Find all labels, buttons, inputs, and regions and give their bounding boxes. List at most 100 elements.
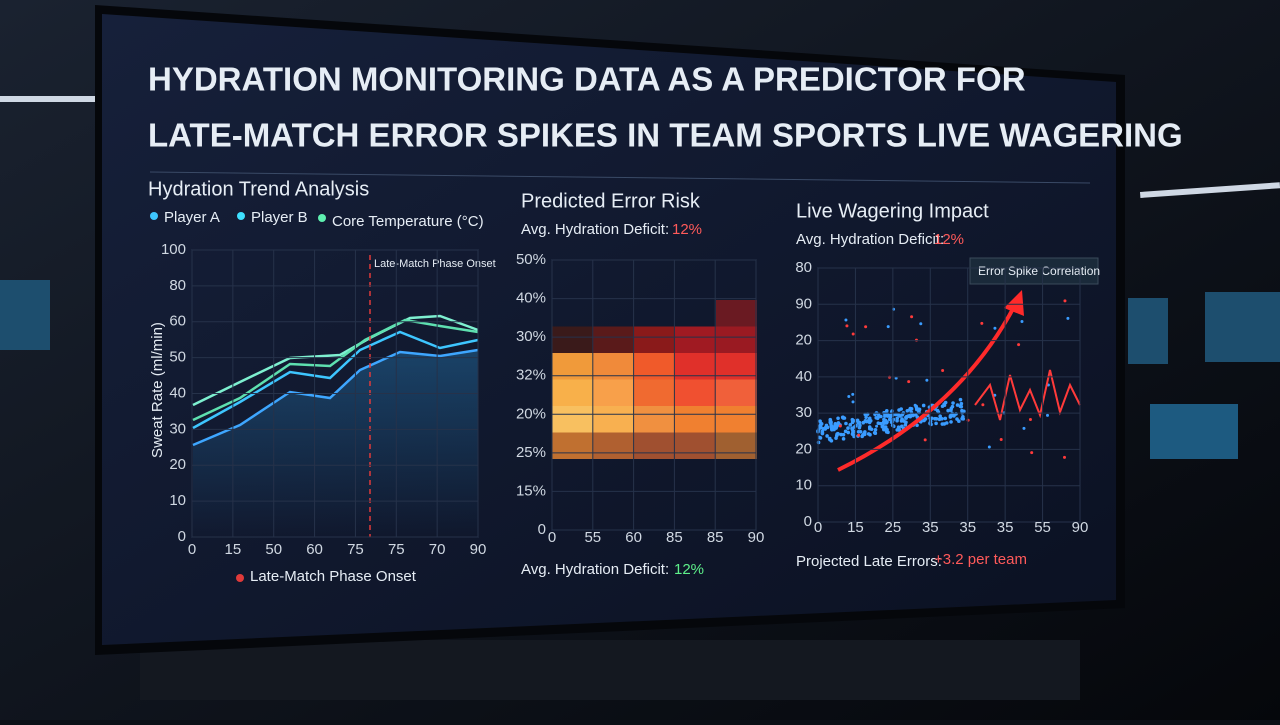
scatter-point [864,415,868,420]
axis-title: Sweat Rate (ml/min) [149,322,166,458]
divider [149,171,1091,184]
scatter-point [847,394,851,398]
scatter-point [880,424,885,429]
y-tick-label: 20 [795,440,812,457]
heat-cell [716,432,757,459]
background-monitor [1150,404,1238,459]
scatter-point [1028,418,1032,422]
scatter-point [922,418,926,423]
x-tick-label: 75 [347,541,364,558]
heat-cell [634,406,675,433]
x-tick-label: 15 [847,519,864,536]
background-monitor [1205,292,1280,362]
scatter-point [895,428,900,432]
heat-cell [593,326,634,353]
scatter-point [863,419,868,423]
scatter-point [848,423,853,427]
scatter-point [919,322,923,326]
scatter-point [845,324,849,328]
scatter-point [999,438,1003,442]
scatter-point [1063,299,1067,303]
scatter-point [934,421,938,426]
scatter-point [958,404,963,409]
scatter-point [825,434,829,438]
scatter-point [961,417,966,421]
y-tick-label: 100 [161,241,186,258]
scatter-point [900,424,904,429]
scatter-point [867,426,872,431]
heat-cell [593,432,634,459]
scatter-point [913,403,917,407]
y-tick-label: 0 [804,513,812,530]
ceiling-light [1140,182,1280,198]
x-tick-label: 35 [959,519,976,536]
scatter-point [866,419,870,423]
scatter-point [873,427,878,432]
footer-label: Avg. Hydration Deficit: [521,561,669,578]
scatter-point [895,418,899,423]
scatter-point [1062,455,1066,459]
line [192,330,479,430]
scatter-point [980,321,984,325]
ceiling-light [0,96,95,102]
scatter-point [851,400,855,404]
scatter-point [940,422,945,426]
scatter-point [885,427,889,432]
title: HYDRATION MONITORING DATA AS A PREDICTOR… [148,61,1026,98]
scatter-point [897,408,901,412]
scatter-point [949,420,953,424]
legend-dot [318,214,326,222]
annotation: Late-Match Phase Onset [374,258,496,270]
y-tick-label: 40% [516,290,546,307]
heat-cell [675,353,716,380]
scatter-point [958,397,963,402]
heat-cell [716,353,757,380]
y-tick-label: 15% [516,482,546,499]
scatter-point [820,430,825,435]
heat-cell [552,379,593,406]
heat-cell [675,326,716,353]
annotation: Error Spike Correlation [978,264,1100,278]
heat-cell [593,406,634,433]
scatter-point [1030,451,1034,455]
scatter-point [885,414,890,418]
scatter-point [955,417,959,421]
legend-entry: Player A [164,209,220,226]
scatter-point [884,408,889,413]
y-tick-label: 20 [795,332,812,349]
x-tick-label: 0 [548,529,556,546]
scatter-point [921,403,926,408]
scatter-point [846,426,850,430]
scatter-point [876,421,881,425]
scatter-point [854,423,858,428]
scatter-point [951,401,955,405]
scatter-point [857,420,862,425]
scatter-point [872,430,877,435]
scatter-point [834,436,838,440]
heat-cell [593,379,634,406]
heat-cell [675,379,716,406]
heat-cell [716,326,757,353]
scatter-point [914,413,918,417]
scatter-point [841,437,846,441]
scatter-point [841,432,846,437]
scatter-point [864,325,868,329]
scatter-point [1020,319,1024,323]
scatter-point [910,315,914,319]
spike-line [974,369,1081,421]
scatter-point [846,430,851,435]
y-tick-label: 10 [169,492,186,509]
scatter-point [937,417,942,422]
y-tick-label: 32% [516,367,546,384]
panel-title: Live Wagering Impact [796,200,989,222]
x-tick-label: 90 [470,541,487,558]
subtitle-label: Avg. Hydration Deficit: [521,221,669,238]
trend-arrow [837,304,1017,472]
y-tick-label: 40 [795,368,812,385]
panel-title: Hydration Trend Analysis [148,178,369,200]
subtitle-value: 12% [934,231,964,248]
legend-entry: Player B [251,209,308,226]
legend-dot [236,574,244,582]
legend-entry: Core Temperature (°C) [332,213,484,230]
scatter-point [850,420,855,425]
